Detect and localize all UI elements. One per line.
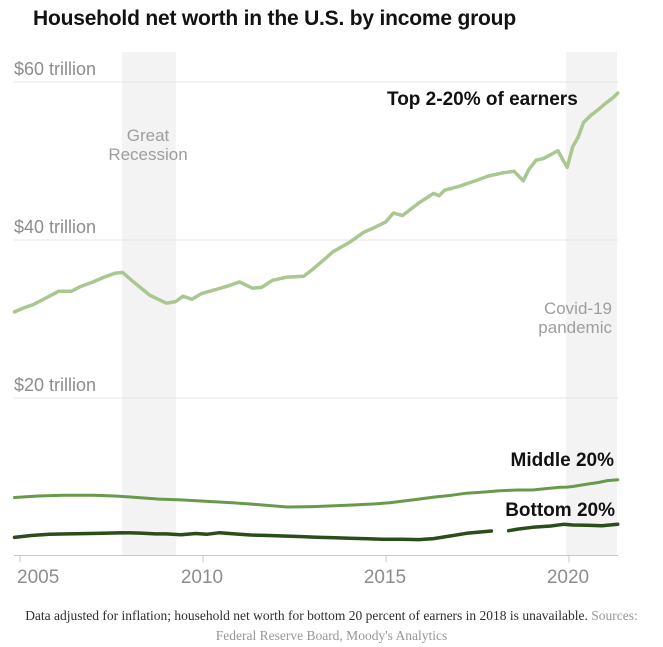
footnote-text: Data adjusted for inflation; household n… xyxy=(25,608,588,623)
sources-text: Sources: Federal Reserve Board, Moody's … xyxy=(215,608,638,643)
y-axis-tick-label-40: $40 trillion xyxy=(14,217,97,237)
data-line xyxy=(13,478,620,509)
series-label-top-earners: Top 2-20% of earners xyxy=(387,89,578,110)
x-axis-tick-label-2005: 2005 xyxy=(17,567,60,588)
y-axis-tick-label-20: $20 trillion xyxy=(14,375,97,395)
x-axis-tick-label-2010: 2010 xyxy=(180,567,224,588)
data-line xyxy=(12,91,620,314)
x-axis-tick-label-2020: 2020 xyxy=(546,567,590,588)
chart-footnote: Data adjusted for inflation; household n… xyxy=(0,606,663,645)
chart-title: Household net worth in the U.S. by incom… xyxy=(33,7,516,30)
great-recession-annotation: Great Recession xyxy=(108,126,188,164)
x-axis-tick-label-2015: 2015 xyxy=(363,567,407,588)
event-band xyxy=(566,52,617,556)
data-line xyxy=(12,529,494,542)
covid-pandemic-annotation: Covid-19 pandemic xyxy=(538,299,612,337)
series-label-middle-20: Middle 20% xyxy=(510,450,614,471)
data-line xyxy=(506,522,620,533)
series-label-bottom-20: Bottom 20% xyxy=(505,500,615,521)
y-axis-tick-label-60: $60 trillion xyxy=(14,59,97,79)
